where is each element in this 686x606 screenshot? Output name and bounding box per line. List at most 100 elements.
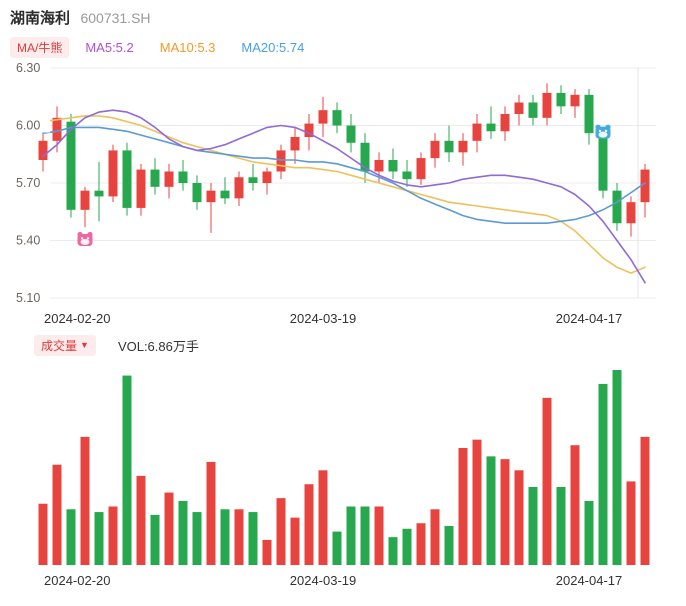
candle-body[interactable] [94,190,104,197]
candle-body[interactable] [430,140,440,159]
volume-bar[interactable] [318,470,328,565]
candle-body[interactable] [374,160,384,172]
volume-bar[interactable] [472,439,482,565]
candle-body[interactable] [108,150,118,197]
candle-body[interactable] [402,171,412,180]
volume-bar[interactable] [402,528,412,565]
candle-body[interactable] [66,121,76,210]
volume-bar[interactable] [486,456,496,565]
bear-marker-icon[interactable] [77,231,93,246]
candle-body[interactable] [248,177,258,183]
volume-bar[interactable] [94,512,104,565]
candle-body[interactable] [528,102,538,118]
candle-body[interactable] [262,171,272,184]
volume-bar[interactable] [108,506,118,566]
volume-bar[interactable] [136,475,146,565]
volume-indicator-badge[interactable]: 成交量 ▼ [34,334,96,356]
candle-body[interactable] [234,177,244,199]
bull-marker-icon[interactable] [595,124,611,139]
volume-bar[interactable] [416,523,426,565]
volume-bar[interactable] [598,383,608,565]
candle-body[interactable] [80,190,90,210]
ma10-value: MA10:5.3 [159,39,216,55]
volume-bar[interactable] [276,498,286,565]
volume-bar[interactable] [262,539,272,565]
volume-bar[interactable] [248,512,258,565]
volume-bar[interactable] [458,448,468,565]
volume-bar[interactable] [626,481,636,565]
candle-body[interactable] [52,117,62,141]
volume-bar[interactable] [290,517,300,565]
candle-body[interactable] [360,142,370,172]
candle-body[interactable] [640,169,650,203]
volume-bar[interactable] [556,487,566,565]
y-axis-label: 5.70 [16,176,40,190]
candle-body[interactable] [206,190,216,203]
volume-bar[interactable] [80,436,90,565]
candle-body[interactable] [346,125,356,143]
candle-body[interactable] [150,169,160,187]
candle-body[interactable] [136,169,146,208]
volume-bar[interactable] [514,470,524,565]
candle-body[interactable] [472,123,482,141]
candle-body[interactable] [416,158,426,180]
candle-body[interactable] [220,190,230,199]
volume-bar[interactable] [640,436,650,565]
candle-body[interactable] [486,123,496,132]
volume-bar[interactable] [584,500,594,565]
ma-bull-bear-badge[interactable]: MA/牛熊 [10,36,70,58]
candle-body[interactable] [290,137,300,151]
candle-body[interactable] [626,202,636,224]
y-axis-label: 6.30 [16,61,40,75]
volume-bar[interactable] [66,509,76,565]
volume-bar[interactable] [374,506,384,566]
candle-body[interactable] [444,140,454,153]
volume-bar[interactable] [192,512,202,565]
volume-bar[interactable] [122,375,132,565]
volume-bar[interactable] [444,526,454,565]
volume-bar[interactable] [304,484,314,565]
candle-body[interactable] [556,92,566,107]
volume-bar[interactable] [612,370,622,565]
volume-bar[interactable] [360,506,370,566]
volume-bar[interactable] [500,459,510,565]
candle-body[interactable] [122,150,132,208]
volume-bar[interactable] [206,461,216,565]
candle-body[interactable] [584,94,594,134]
candle-body[interactable] [304,123,314,137]
y-label-backing [14,290,50,305]
candle-body[interactable] [598,133,608,191]
volume-bar[interactable] [542,397,552,565]
volume-bar[interactable] [164,492,174,565]
candle-body[interactable] [332,110,342,126]
candle-body[interactable] [38,140,48,160]
volume-chart[interactable] [0,358,686,570]
candle-body[interactable] [164,171,174,187]
candle-body[interactable] [388,160,398,172]
candlestick-chart[interactable]: 6.30 6.00 5.70 5.40 5.10 [0,58,686,308]
candle-body[interactable] [318,110,328,124]
volume-bar[interactable] [52,464,62,565]
volume-x-axis: 2024-02-20 2024-03-19 2024-04-17 [0,570,686,592]
volume-bar[interactable] [178,500,188,565]
volume-bar[interactable] [38,503,48,565]
volume-bar[interactable] [388,537,398,565]
candle-body[interactable] [542,92,552,118]
candle-body[interactable] [500,114,510,132]
candle-body[interactable] [612,190,622,224]
candle-body[interactable] [514,102,524,115]
candle-body[interactable] [178,171,188,184]
volume-bar[interactable] [430,509,440,565]
ma-legend: MA/牛熊 MA5:5.2 MA10:5.3 MA20:5.74 [10,36,686,58]
candle-body[interactable] [458,140,468,153]
volume-bar[interactable] [570,445,580,565]
volume-bar[interactable] [150,514,160,565]
volume-bar[interactable] [346,506,356,566]
volume-bar[interactable] [220,509,230,565]
volume-bar[interactable] [332,531,342,565]
volume-bar[interactable] [528,487,538,565]
candle-body[interactable] [192,183,202,203]
candle-body[interactable] [570,94,580,107]
candle-body[interactable] [276,150,286,172]
volume-bar[interactable] [234,509,244,565]
